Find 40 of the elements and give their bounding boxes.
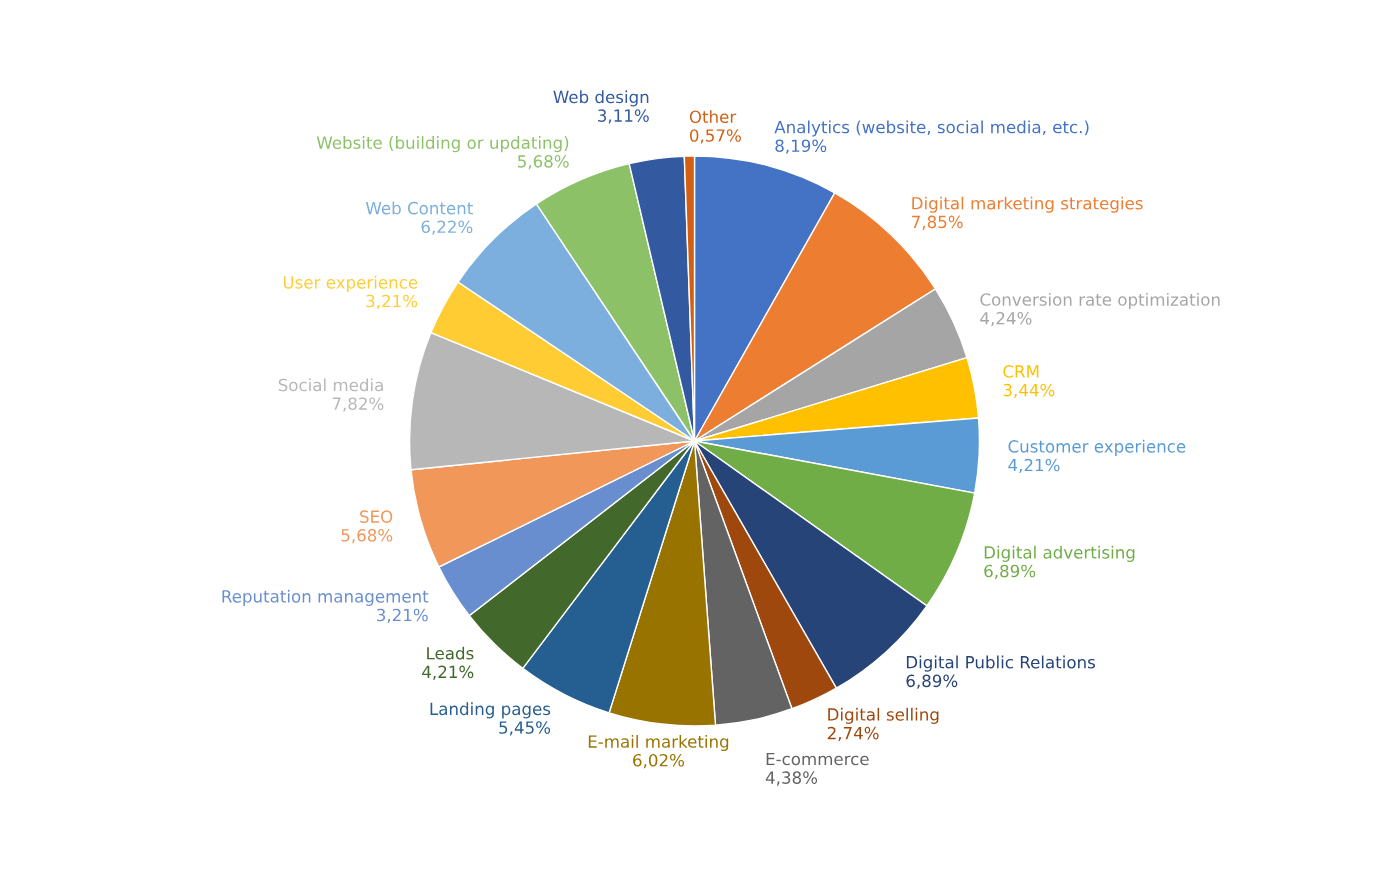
slice-label: Digital Public Relations (906, 655, 1095, 672)
data-label: 5,68% (341, 529, 393, 544)
data-label: 8,19% (775, 139, 827, 154)
data-label: 0,57% (689, 129, 741, 144)
slice-label: E-commerce (766, 752, 869, 766)
data-label: 4,21% (1008, 458, 1060, 474)
slice-label: Other (689, 110, 737, 124)
data-label: 5,45% (499, 721, 551, 736)
slice-label: Digital advertising (984, 545, 1135, 562)
data-label: 3,21% (377, 608, 428, 624)
slice-label: SEO (360, 510, 393, 523)
data-label: 2,74% (827, 726, 879, 742)
slice-label: Web design (553, 90, 649, 107)
slice-label: Landing pages (430, 702, 551, 719)
data-label: 4,21% (422, 665, 474, 680)
slice-label: Digital selling (828, 707, 939, 724)
data-label: 7,82% (332, 397, 384, 412)
slice-label: Leads (427, 646, 474, 660)
data-label: 4,24% (980, 311, 1032, 327)
slice-label: Social media (278, 378, 383, 392)
data-label: 7,85% (912, 215, 963, 230)
slice-label: Website (building or updating) (316, 136, 569, 153)
data-label: 6,89% (906, 674, 958, 689)
data-label: 4,38% (765, 771, 818, 786)
data-label: 3,21% (366, 294, 418, 310)
slice-label: User experience (283, 275, 418, 292)
slice-label: Conversion rate optimization (980, 292, 1220, 310)
data-label: 3,11% (598, 109, 649, 124)
data-label: 3,44% (1003, 383, 1055, 399)
slice-label: Web Content (365, 201, 473, 215)
data-label: 5,68% (518, 155, 569, 170)
slice-label: CRM (1003, 365, 1039, 378)
slice-label: Reputation management (222, 589, 429, 606)
data-label: 6,89% (984, 564, 1036, 580)
slice-label: Analytics (website, social media, etc.) (774, 120, 1089, 137)
data-label: 6,22% (421, 220, 473, 235)
slice-label: Customer experience (1008, 439, 1186, 456)
slice-label: E-mail marketing (588, 734, 729, 752)
slice-label: Digital marketing strategies (912, 196, 1143, 213)
data-label: 6,02% (633, 753, 684, 769)
